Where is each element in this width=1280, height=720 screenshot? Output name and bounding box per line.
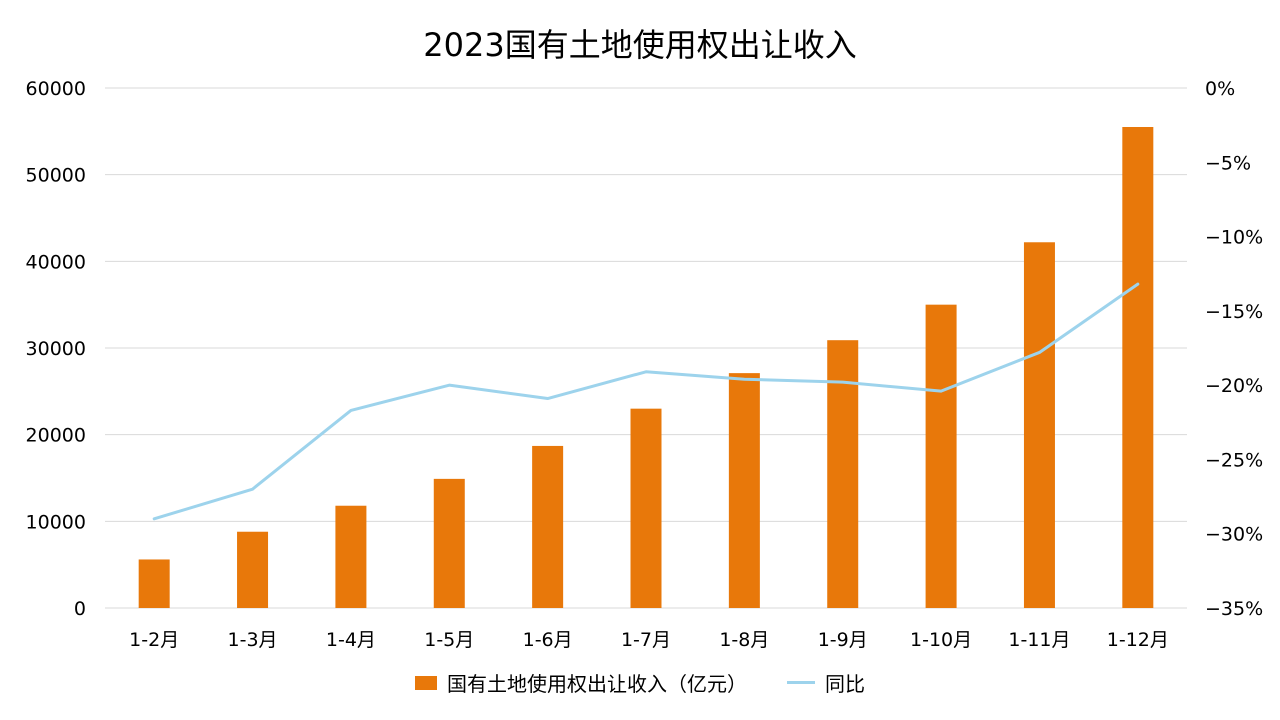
x-tick-label: 1-9月 bbox=[818, 629, 868, 651]
x-tick-label: 1-2月 bbox=[129, 629, 179, 651]
y-tick-label: 20000 bbox=[26, 425, 86, 447]
y-tick-label: 30000 bbox=[26, 338, 86, 360]
bar bbox=[138, 559, 170, 608]
x-tick-label: 1-5月 bbox=[424, 629, 474, 651]
y-tick-label: 40000 bbox=[26, 251, 86, 273]
x-tick-label: 1-10月 bbox=[910, 629, 972, 651]
y2-tick-label: −5% bbox=[1205, 152, 1251, 174]
left-axis: 0 10000 20000 30000 40000 50000 60000 bbox=[26, 78, 86, 620]
line-layer bbox=[152, 282, 1140, 521]
yoy-line bbox=[152, 282, 1140, 521]
x-tick-label: 1-12月 bbox=[1107, 629, 1169, 651]
y2-tick-label: −15% bbox=[1205, 301, 1263, 323]
y-tick-label: 10000 bbox=[26, 511, 86, 533]
bar bbox=[237, 531, 269, 608]
bar bbox=[433, 478, 465, 608]
x-tick-label: 1-4月 bbox=[326, 629, 376, 651]
bar bbox=[728, 373, 760, 608]
legend-bar-swatch bbox=[415, 675, 437, 690]
y2-tick-label: −35% bbox=[1205, 598, 1263, 620]
x-tick-label: 1-7月 bbox=[621, 629, 671, 651]
bar bbox=[335, 505, 367, 608]
legend: 国有土地使用权出让收入（亿元） 同比 bbox=[0, 668, 1280, 697]
y2-tick-label: −20% bbox=[1205, 375, 1263, 397]
legend-item-revenue: 国有土地使用权出让收入（亿元） bbox=[415, 668, 747, 697]
chart-title: 2023国有土地使用权出让收入 bbox=[423, 26, 857, 64]
bar bbox=[1023, 242, 1055, 608]
x-tick-label: 1-6月 bbox=[523, 629, 573, 651]
bar bbox=[827, 340, 859, 608]
bar-layer bbox=[138, 127, 1154, 608]
y2-tick-label: −10% bbox=[1205, 227, 1263, 249]
y2-tick-label: −25% bbox=[1205, 449, 1263, 471]
y2-tick-label: −30% bbox=[1205, 524, 1263, 546]
x-axis: 1-2月 1-3月 1-4月 1-5月 1-6月 1-7月 1-8月 1-9月 1-10月 1-1… bbox=[129, 629, 1169, 651]
x-tick-label: 1-8月 bbox=[719, 629, 769, 651]
bar bbox=[532, 445, 564, 608]
x-tick-label: 1-11月 bbox=[1008, 629, 1070, 651]
legend-label-revenue: 国有土地使用权出让收入（亿元） bbox=[447, 672, 747, 696]
bar bbox=[630, 408, 662, 608]
y-tick-label: 60000 bbox=[26, 78, 86, 100]
y-tick-label: 50000 bbox=[26, 165, 86, 187]
bar bbox=[925, 304, 957, 608]
legend-line-swatch bbox=[787, 681, 815, 684]
bar bbox=[1122, 127, 1154, 608]
y-tick-label: 0 bbox=[74, 598, 86, 620]
x-tick-label: 1-3月 bbox=[228, 629, 278, 651]
right-axis: −35% −30% −25% −20% −15% −10% −5% 0% bbox=[1205, 78, 1263, 620]
y2-tick-label: 0% bbox=[1205, 78, 1235, 100]
legend-label-yoy: 同比 bbox=[825, 672, 865, 696]
legend-item-yoy: 同比 bbox=[787, 668, 865, 697]
